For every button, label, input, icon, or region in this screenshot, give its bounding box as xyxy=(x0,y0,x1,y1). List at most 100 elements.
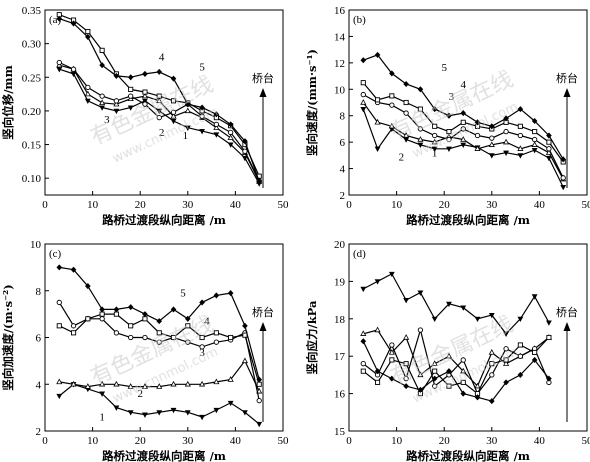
marker-b-2-8 xyxy=(474,145,481,151)
marker-d-4-1 xyxy=(375,379,381,385)
bridge-abutment-label-c: 桥台 xyxy=(252,305,274,319)
curve-label-b-4: 4 xyxy=(460,79,466,91)
marker-c-3-5 xyxy=(128,334,134,341)
marker-d-2-1 xyxy=(374,326,381,333)
marker-c-1-0 xyxy=(56,393,63,400)
marker-c-3-0 xyxy=(56,299,62,306)
marker-b-1-7 xyxy=(460,142,467,149)
y-tick-label-b: 16 xyxy=(334,5,346,17)
marker-d-1-0 xyxy=(360,286,367,293)
y-tick-label-b: 2 xyxy=(340,190,346,202)
marker-b-5-1 xyxy=(374,51,381,58)
y-tick-label-d: 15 xyxy=(334,426,346,438)
marker-b-3-3 xyxy=(403,110,409,116)
marker-c-2-10 xyxy=(199,380,206,387)
marker-d-1-1 xyxy=(374,279,381,285)
marker-d-1-8 xyxy=(474,316,481,323)
marker-d-1-13 xyxy=(546,320,552,326)
marker-c-5-14 xyxy=(256,376,263,383)
marker-b-2-12 xyxy=(531,141,538,147)
marker-c-2-8 xyxy=(170,380,177,387)
panel-label-b: (b) xyxy=(353,14,366,26)
bridge-abutment-arrowhead-b xyxy=(563,88,571,97)
marker-b-1-0 xyxy=(360,107,367,113)
marker-c-1-11 xyxy=(213,407,220,414)
x-tick-label-a: 30 xyxy=(182,199,194,211)
marker-a-1-8 xyxy=(170,118,177,125)
marker-c-1-12 xyxy=(227,400,234,407)
marker-b-3-14 xyxy=(560,175,566,181)
curve-label-b-3: 3 xyxy=(449,91,455,103)
marker-b-5-8 xyxy=(474,119,481,126)
marker-d-5-8 xyxy=(474,394,481,401)
marker-d-4-0 xyxy=(360,368,366,374)
marker-b-4-3 xyxy=(403,99,409,106)
marker-c-2-9 xyxy=(184,380,191,387)
marker-c-5-8 xyxy=(170,306,177,313)
x-axis-title-a: 路桥过渡段纵向距离 /m xyxy=(102,213,226,227)
marker-c-1-9 xyxy=(184,410,191,416)
marker-a-4-3 xyxy=(99,47,105,53)
marker-a-1-4 xyxy=(113,108,120,115)
marker-b-4-12 xyxy=(532,129,538,135)
x-tick-label-a: 40 xyxy=(230,199,242,211)
marker-b-5-3 xyxy=(403,80,409,88)
marker-b-3-13 xyxy=(546,146,552,152)
marker-c-4-12 xyxy=(228,334,234,341)
marker-d-5-13 xyxy=(546,375,552,382)
marker-d-1-4 xyxy=(417,290,424,296)
marker-d-5-1 xyxy=(374,368,381,375)
marker-b-5-10 xyxy=(503,115,509,122)
x-axis-title-c: 路桥过渡段纵向距离 /m xyxy=(102,449,226,462)
panel-a: 0 10 20 30 40 500.100.150.200.250.300.35(a)路桥… xyxy=(1,5,289,227)
marker-a-3-7 xyxy=(156,114,162,121)
marker-a-2-6 xyxy=(141,92,149,99)
marker-c-1-13 xyxy=(242,410,248,416)
y-tick-label-a: 0.10 xyxy=(22,173,42,185)
marker-a-5-13 xyxy=(242,138,248,145)
marker-d-2-3 xyxy=(403,334,410,340)
marker-c-2-4 xyxy=(113,380,120,387)
marker-c-5-13 xyxy=(242,322,248,329)
marker-a-3-2 xyxy=(85,84,91,91)
x-tick-label-b: 20 xyxy=(439,199,451,211)
marker-b-4-4 xyxy=(417,106,423,112)
marker-d-1-12 xyxy=(531,294,538,300)
marker-a-4-5 xyxy=(128,86,134,92)
x-tick-label-d: 20 xyxy=(439,435,451,447)
panel-label-d: (d) xyxy=(353,248,366,260)
x-tick-label-c: 40 xyxy=(230,435,242,447)
marker-c-4-11 xyxy=(213,330,219,336)
marker-c-5-12 xyxy=(227,290,234,297)
marker-a-3-3 xyxy=(99,93,105,99)
marker-d-2-7 xyxy=(460,367,467,374)
marker-b-4-1 xyxy=(375,97,381,103)
x-tick-label-c: 30 xyxy=(182,435,194,447)
marker-b-2-1 xyxy=(374,118,381,125)
marker-b-5-14 xyxy=(560,156,567,163)
marker-c-3-7 xyxy=(156,339,162,345)
marker-a-5-11 xyxy=(213,111,220,118)
marker-a-2-11 xyxy=(213,124,220,130)
marker-a-1-11 xyxy=(213,132,220,138)
curve-label-c-2: 2 xyxy=(137,388,143,400)
x-tick-label-c: 50 xyxy=(278,435,290,447)
marker-b-5-13 xyxy=(546,132,552,139)
marker-a-5-7 xyxy=(156,68,163,75)
y-tick-label-d: 20 xyxy=(334,239,346,251)
marker-c-4-7 xyxy=(156,330,162,336)
x-tick-label-a: 0 xyxy=(42,199,48,211)
marker-a-5-9 xyxy=(184,101,191,108)
marker-a-1-7 xyxy=(156,108,163,115)
marker-b-1-6 xyxy=(446,146,452,152)
plot-frame-d xyxy=(348,243,588,432)
marker-c-2-14 xyxy=(256,387,263,394)
curve-label-a-5: 5 xyxy=(199,62,205,74)
y-tick-label-a: 0.30 xyxy=(22,39,42,51)
marker-b-4-2 xyxy=(389,93,395,99)
marker-d-4-3 xyxy=(403,361,409,367)
marker-c-1-3 xyxy=(99,391,106,397)
y-tick-label-d: 19 xyxy=(334,276,346,288)
